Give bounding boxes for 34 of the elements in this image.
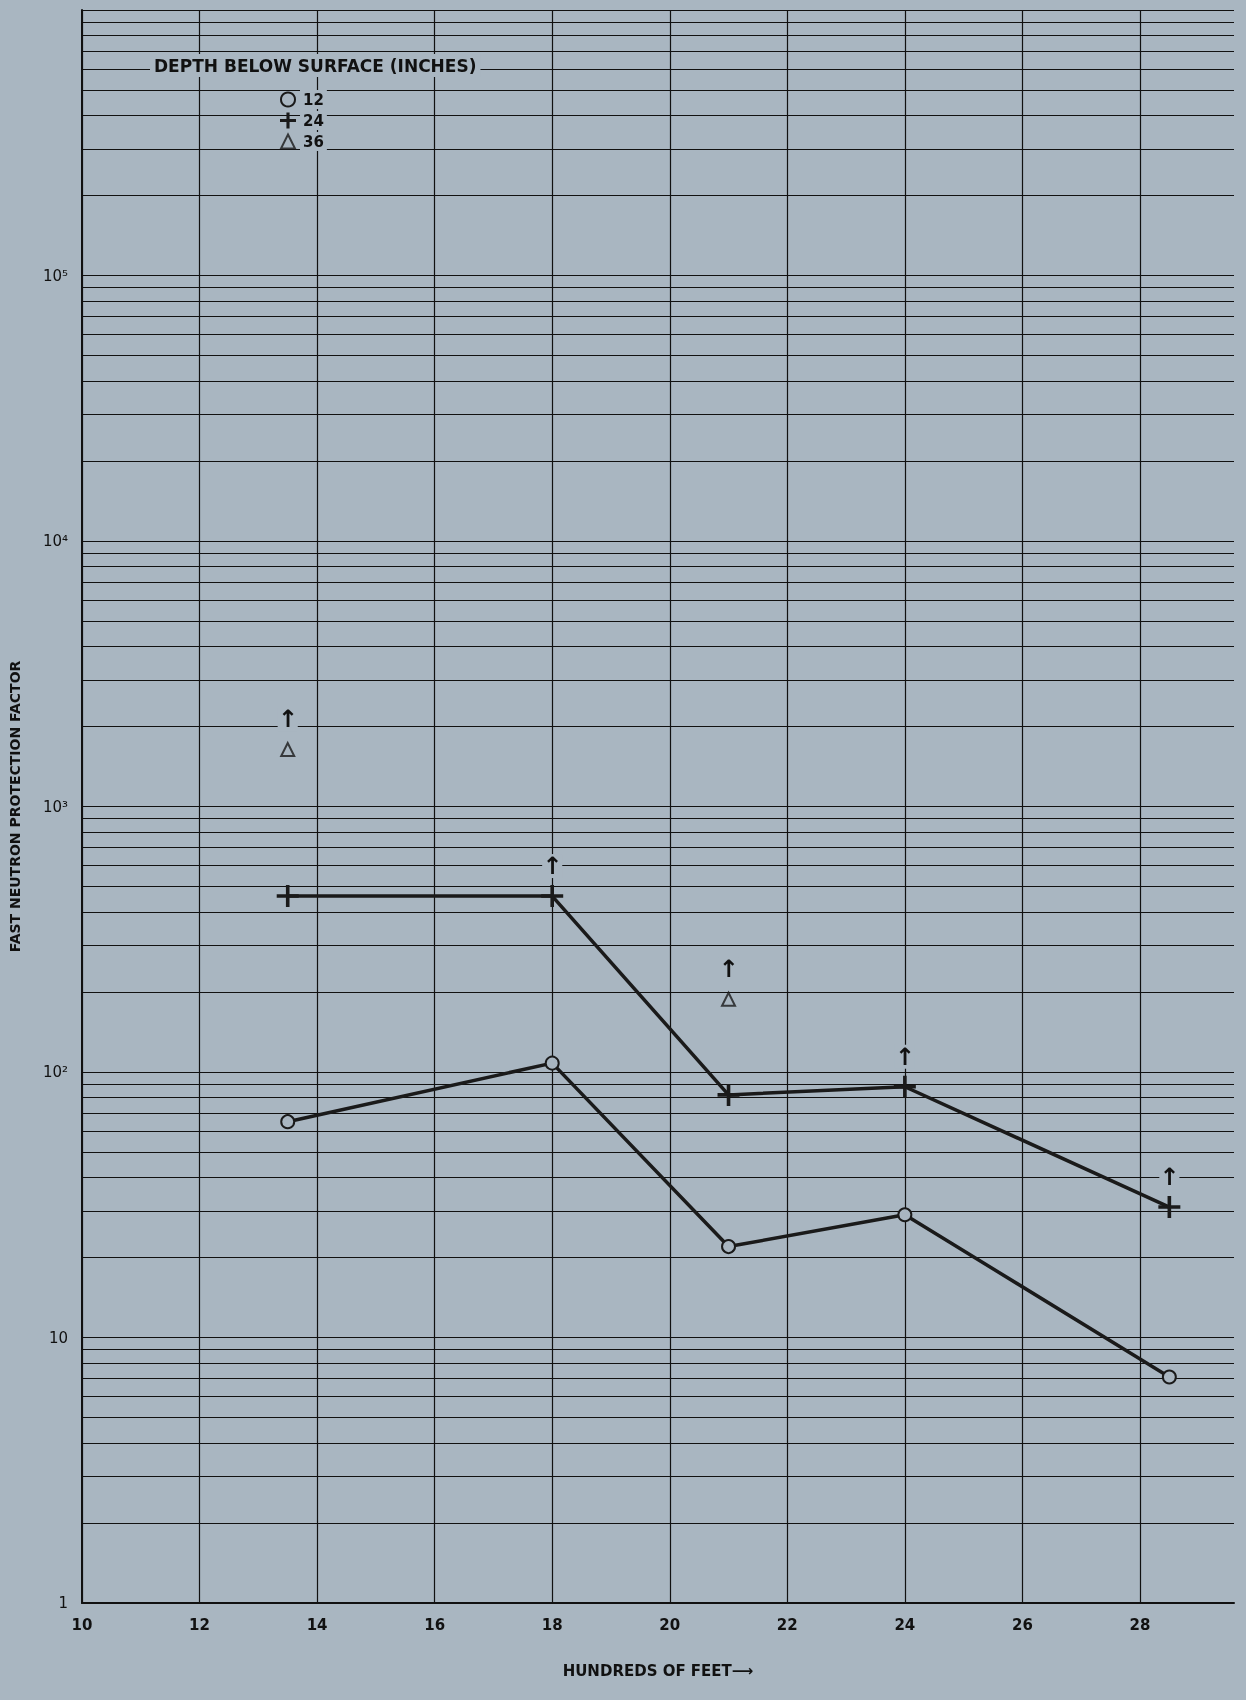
x-tick-label: 10 bbox=[71, 1615, 93, 1634]
y-tick-label: 10 bbox=[48, 1328, 68, 1347]
y-tick-label: 10² bbox=[42, 1063, 68, 1081]
y-axis-title: FAST NEUTRON PROTECTION FACTOR bbox=[7, 660, 23, 953]
x-tick-label: 18 bbox=[541, 1615, 563, 1634]
legend-title: DEPTH BELOW SURFACE (INCHES) bbox=[154, 55, 477, 76]
y-tick-label: 10³ bbox=[42, 797, 68, 816]
point bbox=[721, 1239, 737, 1255]
annotation: ↑ bbox=[1159, 1163, 1180, 1192]
y-tick-label: 1 bbox=[58, 1594, 68, 1612]
x-tick-label: 22 bbox=[776, 1615, 798, 1634]
legend-label: 36 bbox=[303, 132, 324, 151]
y-tick-label: 10⁴ bbox=[42, 532, 68, 550]
annotation: ↑ bbox=[277, 705, 298, 734]
point bbox=[721, 991, 737, 1007]
annotation: ↑ bbox=[894, 1042, 915, 1071]
x-tick-label: 28 bbox=[1129, 1615, 1151, 1634]
point bbox=[1161, 1369, 1177, 1385]
point bbox=[544, 1055, 560, 1071]
point bbox=[897, 1207, 913, 1223]
legend-label: 24 bbox=[303, 111, 324, 130]
x-tick-label: 20 bbox=[659, 1615, 681, 1634]
x-axis-title: HUNDREDS OF FEET⟶ bbox=[562, 1661, 754, 1680]
x-tick-label: 14 bbox=[306, 1615, 328, 1634]
x-tick-label: 24 bbox=[894, 1615, 916, 1634]
point bbox=[280, 741, 296, 757]
x-tick-label: 16 bbox=[424, 1615, 446, 1634]
legend-label: 12 bbox=[303, 90, 324, 109]
annotation: ↑ bbox=[542, 852, 563, 881]
x-tick-label: 12 bbox=[189, 1615, 210, 1634]
annotation: ↑ bbox=[718, 955, 739, 984]
point bbox=[280, 1114, 296, 1130]
y-tick-label: 10⁵ bbox=[42, 266, 68, 285]
x-tick-label: 26 bbox=[1011, 1615, 1033, 1634]
